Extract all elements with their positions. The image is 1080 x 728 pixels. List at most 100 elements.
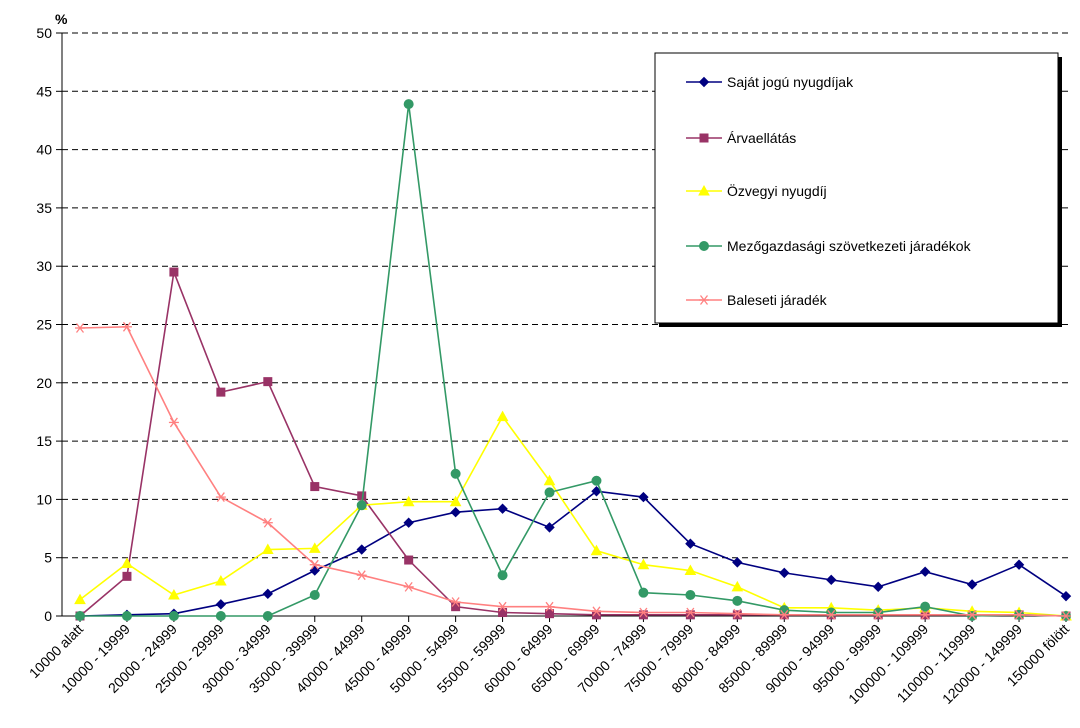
data-point [1014,609,1025,620]
series-1 [74,486,1072,622]
legend-label: Mezőgazdasági szövetkezeti járadékok [727,238,972,254]
legend-entry: Baleseti járadék [686,292,828,308]
data-point [872,581,884,593]
series-line [80,104,1067,617]
data-point [215,492,226,502]
data-point [356,570,367,581]
data-point [121,321,132,332]
data-point [699,241,709,251]
data-point [496,410,509,422]
data-point [450,597,461,607]
x-tick-label: 100000 - 109999 [845,621,931,707]
series-5 [75,321,1071,621]
y-tick-label: 50 [36,25,52,41]
data-point [449,495,462,507]
data-point [638,607,649,618]
data-point [262,588,274,600]
data-point [826,574,837,586]
y-tick-label: 20 [36,375,52,391]
data-point [404,555,414,565]
data-point [121,611,132,621]
data-point [122,571,132,581]
y-tick-label: 30 [36,258,52,274]
data-point [309,590,320,601]
data-point [638,610,648,620]
data-point [498,608,508,618]
data-point [309,559,320,570]
data-point [356,500,367,511]
series-line [79,415,1067,617]
y-tick-label: 25 [36,317,52,333]
data-point [638,587,649,598]
data-point [309,565,320,576]
data-point [262,611,273,621]
data-point [261,543,274,555]
data-point [966,579,978,590]
data-point [75,611,85,621]
data-point [545,609,555,619]
data-point [75,323,85,333]
data-point [168,588,180,600]
data-point [168,611,179,621]
data-point [873,609,884,620]
data-point [591,606,602,617]
data-point [1013,559,1025,570]
legend-label: Baleseti járadék [727,292,828,308]
y-tick-label: 40 [36,142,52,158]
data-point [685,607,696,618]
legend-entry: Árvaellátás [686,130,796,146]
data-point [685,538,696,549]
data-point [450,468,461,479]
data-point [215,611,226,621]
plot-series [74,99,1072,622]
data-point [1060,590,1072,602]
data-point [497,570,508,581]
data-point [262,517,273,528]
data-point [169,267,179,277]
data-point [637,558,650,570]
data-point [699,295,709,305]
data-point [638,491,649,503]
data-point [308,542,321,553]
legend-entry: Mezőgazdasági szövetkezeti járadékok [686,238,972,254]
y-tick-label: 0 [44,608,52,624]
y-axis-tick-labels: 0 5 10 15 20 25 30 35 40 45 50 [36,25,52,624]
data-point [826,609,837,620]
data-point [779,567,790,579]
legend-entry: Özvegyi nyugdíj [686,182,827,199]
series-3 [74,410,1072,621]
y-axis-label: % [55,11,68,27]
y-tick-label: 5 [44,550,52,566]
data-point [497,503,508,514]
data-point [450,507,461,518]
data-point [356,544,367,555]
data-point [698,184,710,196]
data-point [402,495,415,507]
data-point [685,610,695,620]
data-point [732,595,743,606]
data-point [310,482,320,492]
data-point [216,387,226,397]
data-point [497,601,508,612]
data-point [1061,611,1071,621]
legend-label: Árvaellátás [727,130,796,146]
series-line [79,326,1067,617]
data-point [732,610,742,620]
data-point [215,599,227,610]
data-point [919,566,931,577]
legend-label: Özvegyi nyugdíj [727,182,827,199]
legend-box [654,52,1059,324]
y-tick-label: 35 [36,200,52,216]
data-point [74,593,86,605]
data-point [684,564,697,576]
data-point [698,76,710,88]
data-point [543,474,556,486]
data-point [920,609,931,620]
y-tick-label: 45 [36,83,52,99]
legend-entry: Saját jogú nyugdíjak [686,74,854,90]
data-point [544,487,555,498]
data-point [544,601,555,612]
data-point [121,557,133,569]
data-point [168,417,179,428]
